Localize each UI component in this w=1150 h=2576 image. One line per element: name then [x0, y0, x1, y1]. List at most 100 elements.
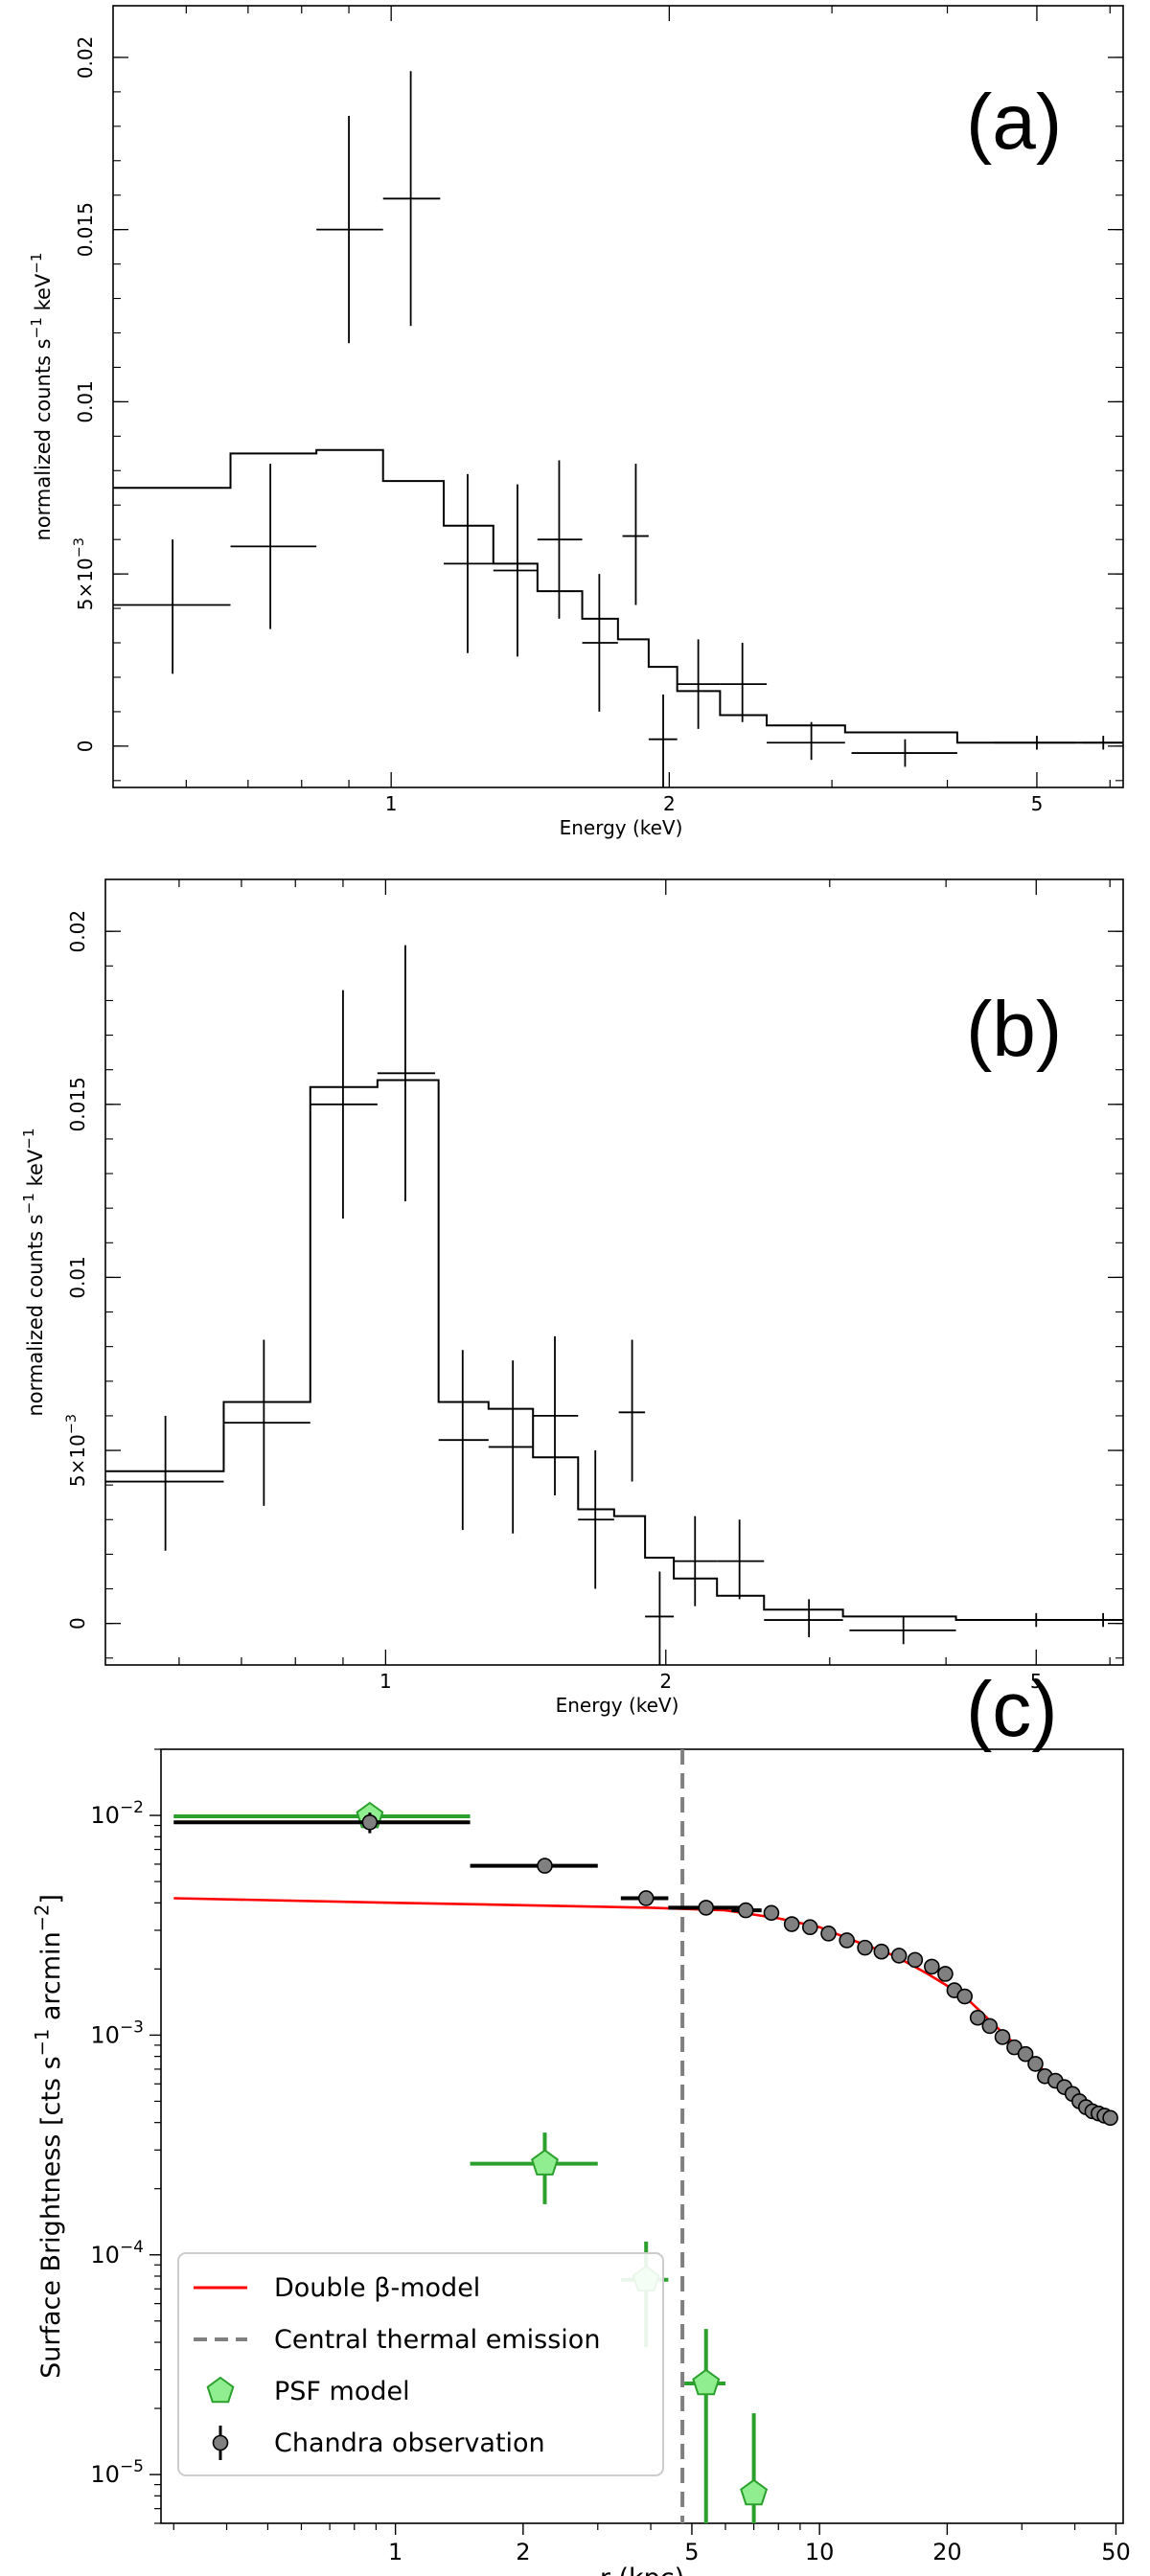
panel-a-data-point — [382, 71, 441, 327]
chandra-circle-marker — [763, 1904, 780, 1922]
panel-b-data-point — [310, 990, 378, 1220]
panel-b-data-point — [764, 1599, 843, 1638]
legend-item: PSF model — [206, 2376, 410, 2406]
legend-swatch-circle — [212, 2434, 229, 2451]
chandra-point — [1027, 2056, 1044, 2072]
chandra-circle-marker — [907, 1951, 924, 1969]
chandra-circle-marker — [801, 1919, 818, 1936]
panel-b-x-tick-label: 2 — [659, 1670, 672, 1693]
panel-b-data-point — [993, 1612, 1075, 1628]
chandra-point — [470, 1858, 598, 1874]
panel-c-x-axis-label: r (kpc) — [600, 2564, 684, 2576]
panel-a-data-point — [537, 460, 583, 619]
chandra-point — [731, 1902, 762, 1919]
panel-a-data-point — [113, 539, 231, 674]
panel-b-model-steps — [105, 1079, 1123, 1622]
panel-b-y-tick-label: 0.02 — [66, 910, 89, 953]
panel-b-data-point — [578, 1450, 614, 1589]
panel-a-data-point — [582, 574, 618, 712]
panel-b-x-axis-label: Energy (keV) — [556, 1694, 679, 1717]
panel-b-data-point — [717, 1519, 765, 1600]
chandra-point — [907, 1951, 924, 1969]
panel-b-data-point — [645, 1571, 675, 1665]
panel-a-y-tick-label: 0 — [74, 740, 97, 752]
chandra-circle-marker — [937, 1966, 954, 1982]
legend-label: Central thermal emission — [274, 2325, 600, 2355]
panel-a-y-tick-label: 0.01 — [74, 380, 97, 423]
panel-b-y-tick-label: 0.015 — [66, 1077, 89, 1131]
chandra-circle-marker — [839, 1932, 855, 1949]
chandra-circle-marker — [737, 1902, 754, 1919]
chandra-circle-marker — [537, 1858, 553, 1874]
chandra-point — [173, 1812, 471, 1834]
chandra-circle-marker — [1102, 2109, 1118, 2127]
panel-b-data-point — [105, 1415, 224, 1551]
panel-b-frame — [104, 878, 1124, 1666]
panel-a-model-steps — [113, 448, 1123, 744]
panel-c: (c) 1 2 5 10 20 50 10−5 10−4 10−3 10−2 r (kpc) Surf… — [32, 1666, 1131, 2576]
legend-item: Central thermal emission — [194, 2325, 600, 2355]
panel-b-y-tick-label: 5×10−3 — [64, 1414, 89, 1487]
panel-a-data-point — [994, 736, 1075, 750]
chandra-circle-marker — [956, 1988, 973, 2005]
panel-b-data-point — [377, 945, 435, 1201]
panel-c-y-axis-label: Surface Brightness [cts s−1 arcmin−2] — [32, 1894, 66, 2379]
panel-c-tag: (c) — [966, 1666, 1058, 1753]
chandra-circle-marker — [873, 1943, 890, 1960]
panel-c-y-tick-label: 10−3 — [90, 2017, 144, 2048]
panel-c-x-tick-label: 20 — [932, 2539, 962, 2565]
chandra-point — [763, 1904, 780, 1922]
chandra-point — [783, 1916, 800, 1932]
panel-b-data-point — [533, 1335, 579, 1495]
panel-a-frame — [112, 5, 1124, 788]
chandra-circle-marker — [857, 1939, 873, 1956]
panel-b-data-point — [674, 1516, 718, 1607]
panel-a-tag: (a) — [966, 79, 1062, 166]
panel-c-y-tick-label: 10−5 — [90, 2457, 144, 2488]
panel-b: (b) 1 2 5 0 5×10−3 0.01 0.015 0.02 Energy (keV) n… — [20, 878, 1124, 1717]
chandra-circle-marker — [969, 2009, 986, 2026]
panel-b-y-tick-label: 0.01 — [66, 1256, 89, 1299]
legend-label: Chandra observation — [274, 2428, 545, 2458]
chandra-point — [1102, 2109, 1118, 2127]
chandra-circle-marker — [981, 2017, 999, 2035]
panel-b-data-point — [618, 1339, 646, 1482]
chandra-point — [839, 1932, 855, 1949]
chandra-circle-marker — [361, 1813, 379, 1831]
psf-pentagon-marker — [740, 2478, 769, 2506]
panel-a-data-point — [622, 464, 649, 605]
panel-a-data-point — [1082, 736, 1123, 750]
chandra-circle-marker — [698, 1900, 715, 1916]
psf-pentagon-marker — [692, 2368, 721, 2396]
panel-c-x-tick-label: 2 — [516, 2539, 530, 2565]
chandra-point — [857, 1939, 873, 1956]
panel-c-frame — [160, 1748, 1124, 2524]
chandra-point — [924, 1958, 940, 1975]
panel-a-x-tick-label: 5 — [1031, 792, 1044, 815]
psf-pentagon-marker — [531, 2149, 559, 2176]
panel-a-y-tick-label: 5×10−3 — [72, 537, 97, 610]
chandra-circle-marker — [890, 1948, 908, 1964]
legend-swatch-pentagon — [206, 2376, 235, 2404]
chandra-point — [668, 1900, 741, 1916]
legend-box — [177, 2252, 664, 2476]
panel-a-y-axis-label: normalized counts s−1 keV−1 — [28, 252, 55, 540]
chandra-circle-marker — [1027, 2056, 1044, 2072]
panel-a-data-point — [677, 639, 721, 729]
panel-a: (a) 1 2 5 0 5×10−3 0.01 0.015 0.02 Energy (keV) n… — [28, 5, 1124, 839]
double-beta-model-curve — [173, 1897, 1114, 2117]
psf-model-point — [470, 2132, 598, 2204]
chandra-point — [981, 2017, 999, 2035]
panel-a-data-point — [767, 721, 845, 761]
panel-a-y-tick-label: 0.02 — [74, 36, 97, 80]
chandra-point — [1017, 2045, 1034, 2063]
chandra-point — [994, 2029, 1011, 2045]
chandra-point — [937, 1966, 954, 1982]
panel-b-data-point — [223, 1339, 310, 1506]
panel-a-data-point — [230, 464, 317, 629]
chandra-point — [801, 1919, 818, 1936]
chandra-circle-marker — [637, 1890, 655, 1906]
panel-c-x-tick-label: 1 — [388, 2539, 402, 2565]
panel-c-x-tick-label: 10 — [805, 2539, 835, 2565]
